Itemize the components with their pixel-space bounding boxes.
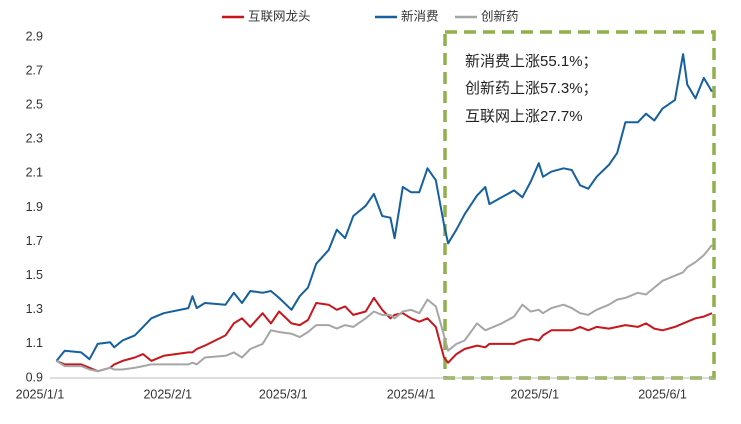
y-tick-label: 1.5 <box>26 268 43 282</box>
y-tick-label: 2.9 <box>26 29 43 43</box>
y-tick-label: 2.5 <box>26 97 43 111</box>
y-tick-label: 2.7 <box>26 63 43 77</box>
annotation: 互联网上涨27.7% <box>465 108 583 125</box>
series-line <box>55 53 713 362</box>
x-tick-label: 2025/6/1 <box>638 387 687 401</box>
x-tick-label: 2025/2/1 <box>143 387 192 401</box>
y-tick-label: 2.3 <box>26 132 43 146</box>
annotation: 创新药上涨57.3%； <box>465 80 598 97</box>
annotation: 新消费上涨55.1%； <box>465 53 598 70</box>
series-line <box>55 244 713 373</box>
x-tick-label: 2025/5/1 <box>510 387 559 401</box>
y-tick-label: 2.1 <box>26 166 43 180</box>
x-tick-label: 2025/3/1 <box>259 387 308 401</box>
y-tick-label: 0.9 <box>26 370 43 384</box>
y-tick-label: 1.9 <box>26 200 43 214</box>
series-line <box>56 296 713 373</box>
y-tick-label: 1.1 <box>26 336 43 350</box>
legend-label: 新消费 <box>401 8 439 23</box>
x-tick-label: 2025/4/1 <box>387 387 436 401</box>
legend-label: 创新药 <box>481 8 519 23</box>
x-tick-label: 2025/1/1 <box>16 387 65 401</box>
y-tick-label: 1.7 <box>26 234 43 248</box>
y-tick-label: 1.3 <box>26 302 43 316</box>
legend-label: 互联网龙头 <box>248 9 311 23</box>
